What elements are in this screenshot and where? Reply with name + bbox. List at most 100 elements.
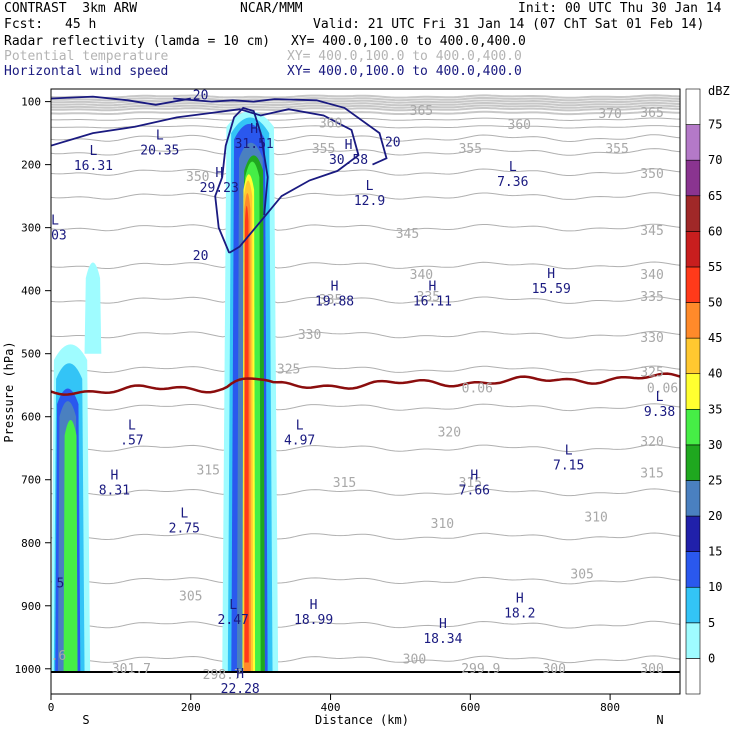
theta-label: 330 <box>298 328 321 343</box>
refl-region <box>84 262 102 354</box>
extremum-marker: H <box>331 280 339 295</box>
colorbar-swatch <box>685 480 701 517</box>
colorbar-swatch <box>685 551 701 588</box>
extremum-value: 18.34 <box>423 632 462 647</box>
colorbar-swatch <box>685 195 701 232</box>
extremum-marker: H <box>345 138 353 153</box>
theta-label: 330 <box>640 331 663 346</box>
colorbar-swatch <box>685 266 701 303</box>
colorbar-unit: dBZ <box>708 84 730 98</box>
theta-label: 325 <box>640 366 663 381</box>
forecast-hours: 45 h <box>65 17 97 32</box>
theta-line <box>51 251 680 270</box>
theta-label: 315 <box>640 466 663 481</box>
extremum-value: 16.11 <box>413 295 452 310</box>
theta-line <box>51 125 680 129</box>
theta-label: 0.06 <box>462 381 493 396</box>
y-tick-label: 300 <box>21 222 41 235</box>
theta-label: 301.7 <box>112 662 151 677</box>
extremum-marker: H <box>250 122 258 137</box>
colorbar-swatch <box>685 515 701 552</box>
colorbar-level-label: 25 <box>708 473 722 487</box>
theta-label: 320 <box>438 425 461 440</box>
theta-line <box>51 214 680 232</box>
extremum-value: 16.31 <box>74 159 113 174</box>
theta-line <box>51 117 680 122</box>
y-tick-label: 500 <box>21 348 41 361</box>
theta-line <box>51 101 680 107</box>
field-label-theta: Potential temperature <box>4 49 169 64</box>
theta-label: 335 <box>417 290 440 305</box>
field-label-reflectivity: Radar reflectivity (lamda = 10 cm) <box>4 34 271 49</box>
reflectivity-fill <box>51 111 279 672</box>
wind-contour <box>214 106 269 254</box>
theta-line <box>51 286 680 304</box>
x-axis-right-end: N <box>656 713 663 727</box>
extremum-marker: H <box>428 280 436 295</box>
extremum-value: 30.58 <box>329 153 368 168</box>
theta-label: 315 <box>197 463 220 478</box>
contour-labels: 370 365 365 360 360 355 355 355 350 350 345 345 340 3… <box>43 53 678 694</box>
extremum-marker: H <box>547 267 555 282</box>
y-tick-label: 1000 <box>15 663 42 676</box>
theta-label: 360 <box>319 117 342 132</box>
colorbar-swatch <box>685 658 701 695</box>
field-xy-theta: XY= 400.0,100.0 to 400.0,400.0 <box>287 49 522 64</box>
theta-line <box>51 104 680 109</box>
extremum-value: 3.33 <box>137 68 168 83</box>
extremum-marker: L <box>509 160 517 175</box>
model-name: CONTRAST 3km ARW <box>4 1 138 16</box>
extremum-value: 19.88 <box>315 295 354 310</box>
extremum-value: 12.9 <box>354 194 385 209</box>
extremum-marker: L <box>530 53 538 68</box>
theta-line <box>51 138 680 156</box>
theta-line <box>51 567 680 585</box>
extremum-marker: L <box>156 128 164 143</box>
wind-speed-contours <box>51 95 680 673</box>
theta-line <box>51 124 680 143</box>
extremum-value: 4.97 <box>284 433 315 448</box>
extremum-value: 9.38 <box>644 405 675 420</box>
colorbar-level-label: 30 <box>708 438 722 452</box>
theta-label: 360 <box>508 118 531 133</box>
extremum-marker: H <box>439 617 447 632</box>
colorbar-level-label: 55 <box>708 260 722 274</box>
theta-label: 299.9 <box>461 662 500 677</box>
y-tick-label: 200 <box>21 159 41 172</box>
theta-label: 298.7 <box>203 668 242 683</box>
theta-line <box>51 110 680 116</box>
extremum-value: 2.75 <box>169 522 200 537</box>
colorbar-swatch <box>685 337 701 375</box>
colorbar-level-label: 45 <box>708 331 722 345</box>
colorbar-swatch <box>685 373 701 410</box>
extremum-marker: L <box>90 144 98 159</box>
init-time: Init: 00 UTC Thu 30 Jan 14 <box>518 1 722 16</box>
colorbar-level-label: 10 <box>708 580 722 594</box>
theta-label: 305 <box>179 589 202 604</box>
extremum-marker: L <box>442 53 450 68</box>
theta-line <box>51 611 680 629</box>
extremum-marker: H <box>236 667 244 682</box>
theta-label: 350 <box>186 170 209 185</box>
extremum-marker: L <box>72 56 80 71</box>
forecast-label: Fcst: <box>4 17 44 32</box>
x-tick-label: 600 <box>460 701 480 714</box>
extremum-value: .98 <box>435 68 458 83</box>
theta-line <box>51 99 680 104</box>
theta-label: 340 <box>410 268 433 283</box>
field-xy-wind: XY= 400.0,100.0 to 400.0,400.0 <box>287 64 522 79</box>
x-tick-label: 200 <box>181 701 201 714</box>
freezing-level-line <box>51 372 680 396</box>
theta-label: 335 <box>319 293 342 308</box>
extremum-marker: L <box>366 179 374 194</box>
colorbar-level-label: 40 <box>708 367 722 381</box>
theta-label: 325 <box>277 362 300 377</box>
extremum-value: 20.35 <box>140 143 179 158</box>
plot-frame <box>50 88 681 695</box>
wind-contour <box>51 108 360 254</box>
theta-line <box>51 94 680 99</box>
colorbar-swatch <box>685 231 701 268</box>
extremum-value: .03 <box>43 228 66 243</box>
theta-label: 300 <box>403 652 426 667</box>
